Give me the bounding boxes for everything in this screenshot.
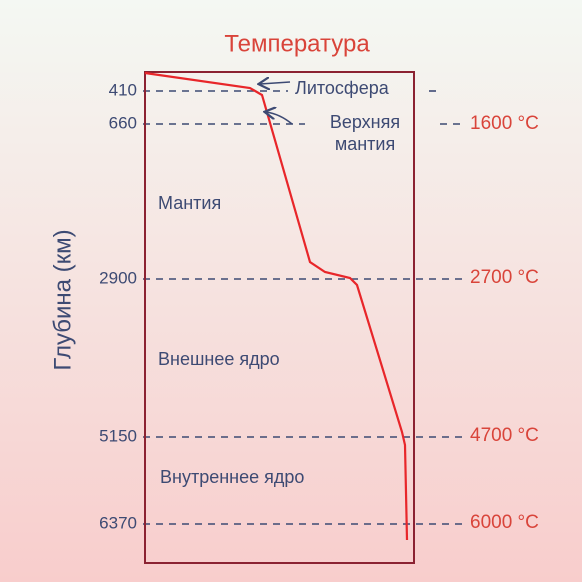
- temperature-label: 2700 °C: [470, 267, 539, 288]
- region-label: Внешнее ядро: [158, 349, 280, 369]
- region-label: Внутреннее ядро: [160, 467, 304, 487]
- dashed-lines: [143, 90, 462, 525]
- depth-label: 5150: [99, 426, 137, 445]
- arrow: [260, 82, 291, 84]
- temperature-label: 1600 °C: [470, 113, 539, 134]
- title: Температура: [224, 30, 370, 57]
- layer-label: Литосфера: [295, 78, 390, 98]
- arrow: [266, 112, 293, 125]
- temperature-label: 4700 °C: [470, 425, 539, 446]
- depth-label: 410: [109, 80, 137, 99]
- layer-label: Верхняя: [330, 112, 400, 132]
- depth-label: 6370: [99, 513, 137, 532]
- earth-box: [144, 71, 415, 564]
- depth-label: 660: [109, 113, 137, 132]
- region-label: Мантия: [158, 193, 221, 213]
- y-axis-label: Глубина (км): [49, 229, 76, 370]
- temperature-label: 6000 °C: [470, 512, 539, 533]
- depth-label: 2900: [99, 268, 137, 287]
- geotherm-curve: [144, 71, 409, 541]
- layer-label: мантия: [335, 134, 395, 154]
